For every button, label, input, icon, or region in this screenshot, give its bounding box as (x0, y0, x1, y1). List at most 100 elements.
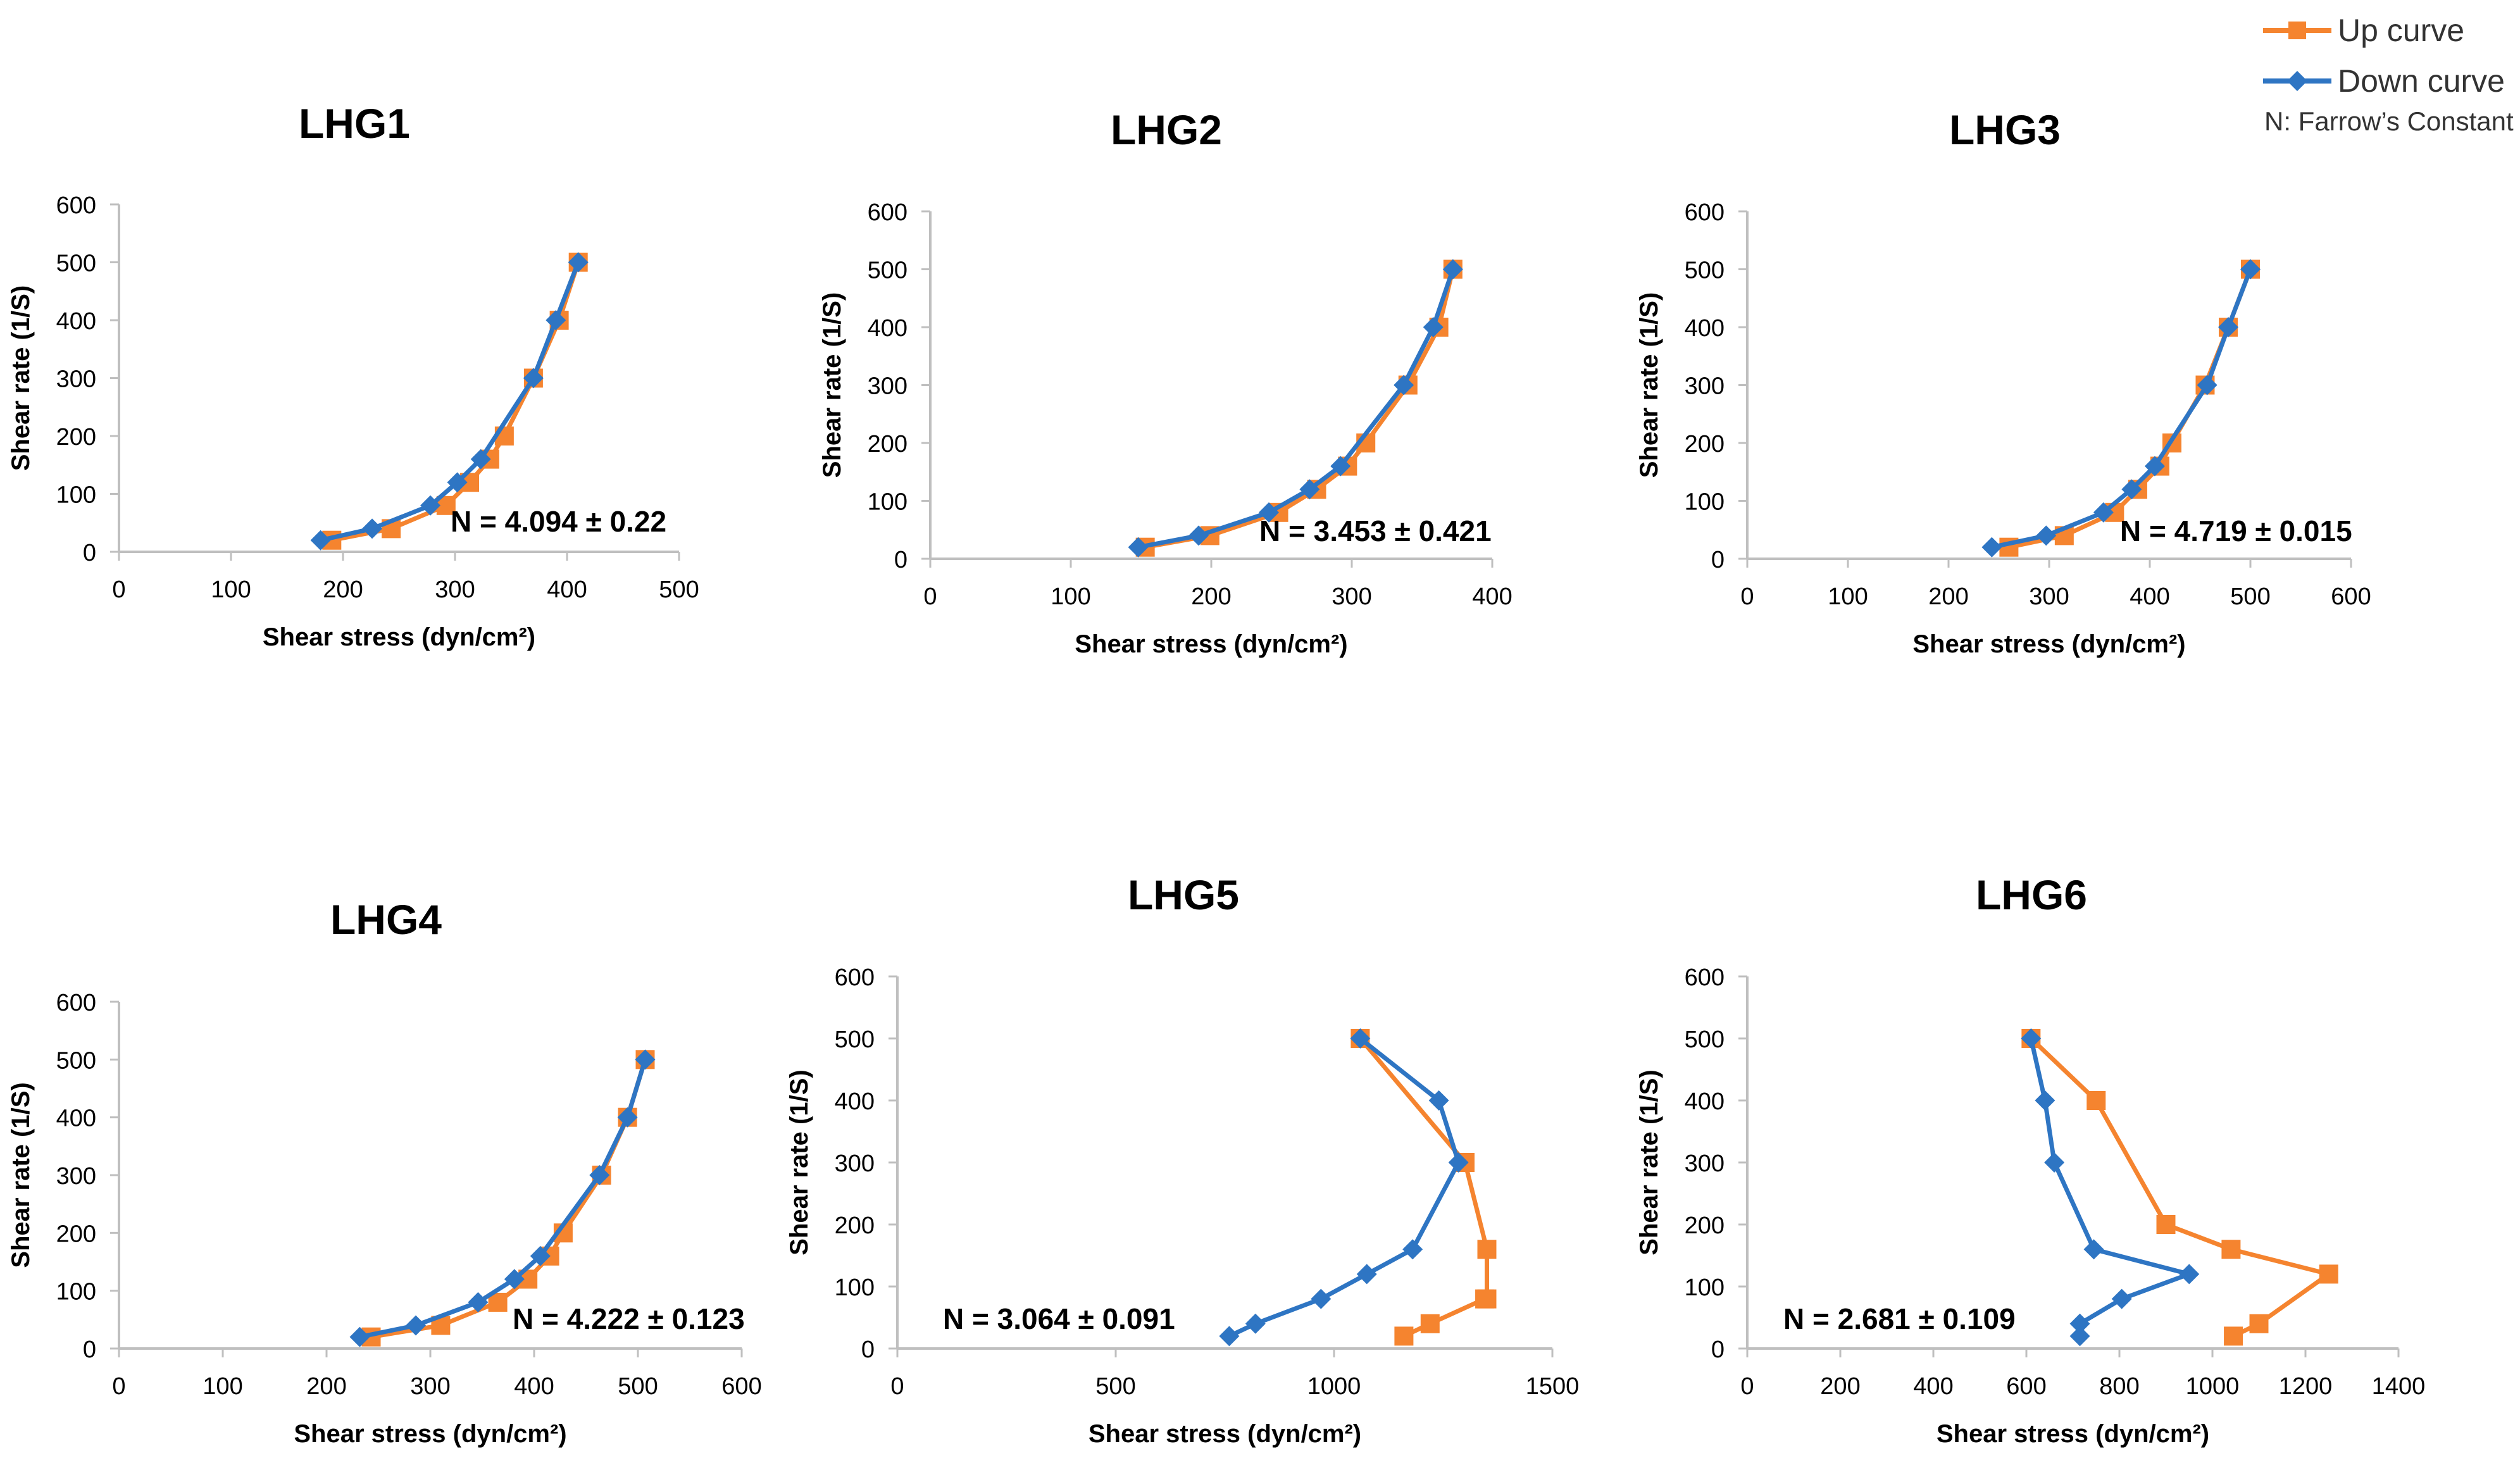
x-axis-title: Shear stress (dyn/cm²) (263, 623, 535, 651)
y-tick-label: 600 (835, 964, 875, 991)
y-tick-label: 0 (861, 1336, 875, 1363)
x-tick-label: 400 (2130, 583, 2169, 610)
y-tick-label: 0 (1711, 547, 1725, 573)
chart-lhg5: 0 100 200 300 400 500 600 0 500 1000 1500 Shear str… (785, 871, 1579, 1448)
down-curve-point (447, 472, 468, 493)
x-axis-title: Shear stress (dyn/cm²) (1912, 630, 2185, 658)
down-curve-point (2035, 1090, 2055, 1111)
down-curve-point (406, 1315, 427, 1336)
y-tick-label: 600 (56, 990, 96, 1016)
up-curve-line (2008, 268, 2253, 550)
x-axis-title: Shear stress (dyn/cm²) (294, 1420, 566, 1448)
x-tick-label: 300 (2029, 583, 2069, 610)
chart-lhg1: 0 100 200 300 400 500 600 0 100 200 300 400 500 Shear… (7, 100, 699, 651)
y-tick-label: 500 (56, 251, 96, 277)
y-tick-label: 200 (1685, 431, 1725, 458)
down-curve-point (1448, 1152, 1469, 1173)
x-axis-title: Shear stress (dyn/cm²) (1937, 1420, 2209, 1448)
x-tick-label: 1000 (1307, 1373, 1361, 1400)
x-tick-label: 500 (618, 1373, 658, 1400)
down-curve-point (546, 310, 566, 330)
x-tick-label: 400 (514, 1373, 554, 1400)
down-curve-point (2069, 1313, 2090, 1334)
down-curve-point (1259, 502, 1280, 523)
y-tick-label: 300 (1685, 1150, 1725, 1177)
y-tick-label: 500 (56, 1047, 96, 1074)
down-curve-point (530, 1245, 551, 1266)
down-curve-line (1228, 1037, 1461, 1338)
x-tick-label: 600 (2331, 583, 2371, 610)
up-curve-point (2086, 1091, 2106, 1110)
down-curve-point (362, 518, 383, 539)
down-curve-point (617, 1107, 638, 1128)
down-curve-point (2121, 479, 2142, 500)
down-curve-point (1311, 1288, 1332, 1309)
up-curve-point (1420, 1314, 1440, 1333)
down-curve-point (1356, 1264, 1377, 1285)
y-axis-title: Shear rate (1/S) (7, 285, 35, 471)
x-tick-label: 0 (112, 576, 125, 603)
down-curve-point (2144, 456, 2165, 477)
y-tick-label: 100 (56, 1279, 96, 1305)
y-axis-title: Shear rate (1/S) (7, 1082, 35, 1268)
x-tick-label: 1400 (2372, 1373, 2426, 1400)
chart-title: LHG2 (1111, 106, 1222, 153)
x-axis-title: Shear stress (dyn/cm²) (1088, 1420, 1361, 1448)
down-curve-line (320, 261, 580, 543)
y-tick-label: 500 (1685, 258, 1725, 284)
chart-title: LHG5 (1128, 871, 1239, 918)
y-tick-label: 100 (56, 482, 96, 509)
x-tick-label: 0 (1740, 1373, 1754, 1400)
y-tick-label: 0 (1711, 1336, 1725, 1363)
x-tick-label: 500 (659, 576, 699, 603)
down-curve-point (310, 530, 331, 551)
up-curve-point (1477, 1240, 1497, 1259)
y-tick-label: 500 (1685, 1026, 1725, 1053)
down-curve-point (1423, 317, 1444, 337)
y-tick-label: 400 (56, 1106, 96, 1132)
y-tick-label: 300 (56, 1163, 96, 1190)
down-curve-point (2111, 1288, 2132, 1309)
legend-item-up: Up curve (2259, 5, 2514, 56)
x-tick-label: 500 (2230, 583, 2270, 610)
x-tick-label: 600 (2006, 1373, 2046, 1400)
down-curve-line (2028, 1038, 2192, 1336)
down-curve-point (2044, 1152, 2065, 1173)
y-tick-label: 100 (1685, 1274, 1725, 1301)
y-tick-label: 100 (1685, 489, 1725, 516)
y-axis-title: Shear rate (1/S) (1635, 1069, 1663, 1255)
y-tick-label: 300 (56, 366, 96, 393)
down-curve-point (349, 1326, 370, 1347)
legend-up-marker (2263, 22, 2331, 39)
x-tick-label: 200 (323, 576, 363, 603)
legend-down-label: Down curve (2338, 63, 2505, 99)
y-tick-label: 600 (868, 199, 908, 226)
x-tick-label: 200 (306, 1373, 346, 1400)
x-tick-label: 500 (1095, 1373, 1135, 1400)
down-curve-point (1128, 537, 1149, 558)
down-curve-point (1394, 375, 1414, 396)
y-tick-label: 400 (835, 1088, 875, 1115)
legend-down-marker (2263, 71, 2331, 91)
down-curve-point (2083, 1239, 2104, 1260)
chart-title: LHG3 (1949, 106, 2061, 153)
x-tick-label: 200 (1928, 583, 1968, 610)
down-curve-point (2036, 525, 2057, 546)
x-tick-label: 300 (435, 576, 475, 603)
down-curve-point (420, 495, 441, 516)
x-tick-label: 100 (211, 576, 251, 603)
down-curve-point (2179, 1264, 2200, 1285)
down-curve-point (568, 252, 589, 273)
y-tick-label: 300 (1685, 373, 1725, 400)
down-curve-line (1137, 268, 1456, 550)
x-tick-label: 300 (1332, 583, 1371, 610)
down-curve-point (2240, 259, 2261, 280)
y-tick-label: 200 (56, 424, 96, 451)
down-curve-point (2021, 1028, 2042, 1049)
x-tick-label: 800 (2099, 1373, 2139, 1400)
y-tick-label: 200 (56, 1221, 96, 1247)
down-curve-point (1299, 479, 1320, 500)
up-curve-line (370, 1059, 647, 1340)
x-tick-label: 1200 (2279, 1373, 2333, 1400)
up-curve-line (1145, 268, 1456, 550)
